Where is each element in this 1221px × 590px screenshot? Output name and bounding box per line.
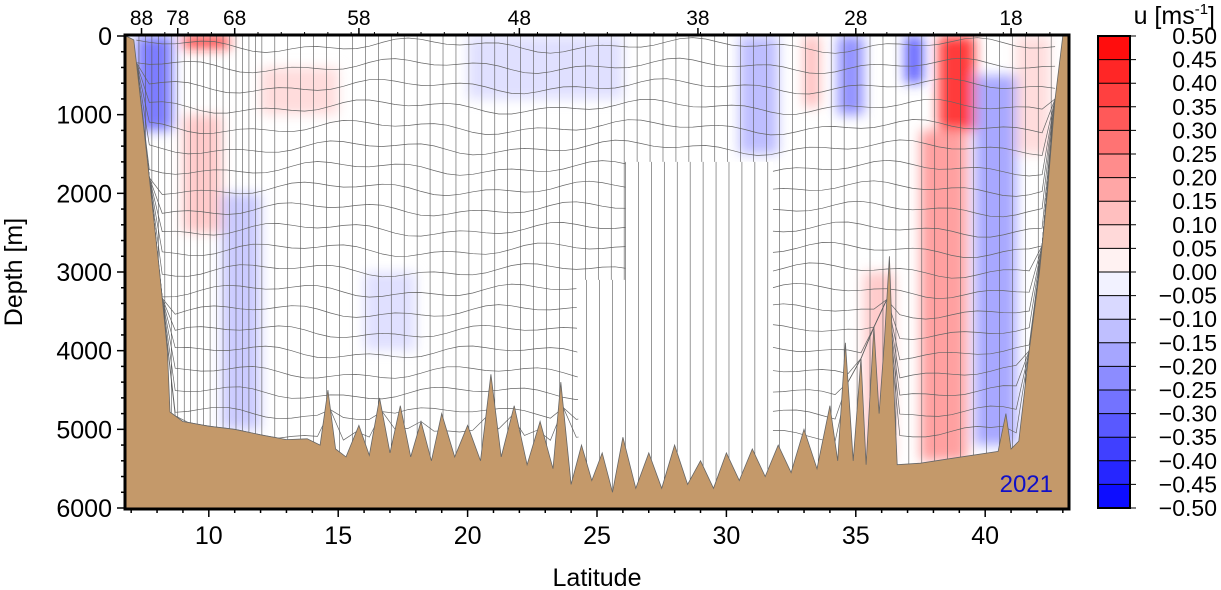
colorbar-swatch <box>1098 461 1130 485</box>
x-tick-label: 15 <box>324 522 352 550</box>
velocity-patch <box>939 36 975 130</box>
x-tick-label: 10 <box>195 522 223 550</box>
colorbar-swatch <box>1098 343 1130 367</box>
colorbar-swatch <box>1098 248 1130 272</box>
station-tick-label: 38 <box>686 7 709 30</box>
colorbar-swatch <box>1098 296 1130 320</box>
colorbar: 0.500.450.400.350.300.250.200.150.100.05… <box>1098 23 1217 521</box>
station-tick-label: 28 <box>844 7 867 30</box>
colorbar-swatch <box>1098 154 1130 178</box>
colorbar-swatch <box>1098 319 1130 343</box>
colorbar-swatch <box>1098 390 1130 414</box>
x-tick-label: 30 <box>712 522 740 550</box>
station-tick-label: 58 <box>347 7 370 30</box>
station-tick-label: 48 <box>508 7 531 30</box>
colorbar-tick-label: 0.40 <box>1172 70 1217 96</box>
velocity-patch <box>739 36 778 154</box>
colorbar-tick-label: 0.25 <box>1172 141 1217 167</box>
colorbar-swatch <box>1098 414 1130 438</box>
colorbar-tick-label: −0.35 <box>1159 424 1217 450</box>
colorbar-tick-label: 0.45 <box>1172 47 1217 73</box>
x-tick-label: 35 <box>842 522 870 550</box>
station-tick-label: 78 <box>166 7 189 30</box>
y-tick-label: 3000 <box>56 259 112 287</box>
colorbar-tick-label: −0.20 <box>1159 353 1217 379</box>
x-axis-label: Latitude <box>553 564 642 590</box>
y-tick-label: 0 <box>98 23 112 51</box>
colorbar-tick-label: −0.10 <box>1159 306 1217 332</box>
velocity-patch <box>838 36 864 115</box>
colorbar-tick-label: −0.40 <box>1159 448 1217 474</box>
y-tick-label: 6000 <box>56 495 112 523</box>
colorbar-tick-label: −0.05 <box>1159 283 1217 309</box>
colorbar-tick-label: −0.30 <box>1159 401 1217 427</box>
x-tick-label: 25 <box>583 522 611 550</box>
colorbar-tick-label: −0.25 <box>1159 377 1217 403</box>
colorbar-swatch <box>1098 60 1130 84</box>
y-tick-label: 2000 <box>56 180 112 208</box>
colorbar-swatch <box>1098 484 1130 508</box>
colorbar-swatch <box>1098 437 1130 461</box>
x-tick-label: 40 <box>971 522 999 550</box>
station-tick-label: 68 <box>223 7 246 30</box>
velocity-patch <box>905 36 923 83</box>
colorbar-tick-label: −0.15 <box>1159 330 1217 356</box>
colorbar-swatch <box>1098 366 1130 390</box>
y-axis-label: Depth [m] <box>0 218 28 326</box>
station-tick-label: 88 <box>130 7 153 30</box>
y-tick-label: 4000 <box>56 338 112 366</box>
colorbar-tick-label: 0.05 <box>1172 235 1217 261</box>
colorbar-swatch <box>1098 107 1130 131</box>
x-axis: 10 15 20 25 30 35 40 <box>131 508 1063 550</box>
colorbar-swatch <box>1098 201 1130 225</box>
y-tick-label: 5000 <box>56 416 112 444</box>
velocity-patch <box>975 75 1016 445</box>
x-tick-label: 20 <box>454 522 482 550</box>
station-tick-label: 18 <box>999 7 1022 30</box>
colorbar-tick-label: 0.30 <box>1172 117 1217 143</box>
colorbar-tick-label: −0.45 <box>1159 471 1217 497</box>
colorbar-tick-label: 0.00 <box>1172 259 1217 285</box>
colorbar-tick-label: 0.35 <box>1172 94 1217 120</box>
y-axis: 0 1000 2000 3000 4000 5000 6000 <box>56 23 126 523</box>
station-axis: 88 78 68 58 48 38 28 18 <box>130 7 1050 36</box>
colorbar-swatch <box>1098 36 1130 60</box>
velocity-patch <box>183 115 222 233</box>
y-tick-label: 1000 <box>56 102 112 130</box>
colorbar-tick-label: 0.10 <box>1172 212 1217 238</box>
colorbar-swatch <box>1098 225 1130 249</box>
colorbar-tick-label: 0.20 <box>1172 165 1217 191</box>
colorbar-swatch <box>1098 130 1130 154</box>
colorbar-swatch <box>1098 178 1130 202</box>
plot-area <box>126 36 1068 508</box>
colorbar-tick-label: 0.15 <box>1172 188 1217 214</box>
velocity-patch <box>364 272 416 351</box>
velocity-patch <box>1016 36 1050 154</box>
colorbar-swatch <box>1098 83 1130 107</box>
colorbar-tick-label: −0.50 <box>1159 495 1217 521</box>
velocity-patch <box>804 36 820 107</box>
year-label: 2021 <box>1000 471 1053 498</box>
colorbar-swatch <box>1098 272 1130 296</box>
velocity-patch <box>222 193 261 429</box>
